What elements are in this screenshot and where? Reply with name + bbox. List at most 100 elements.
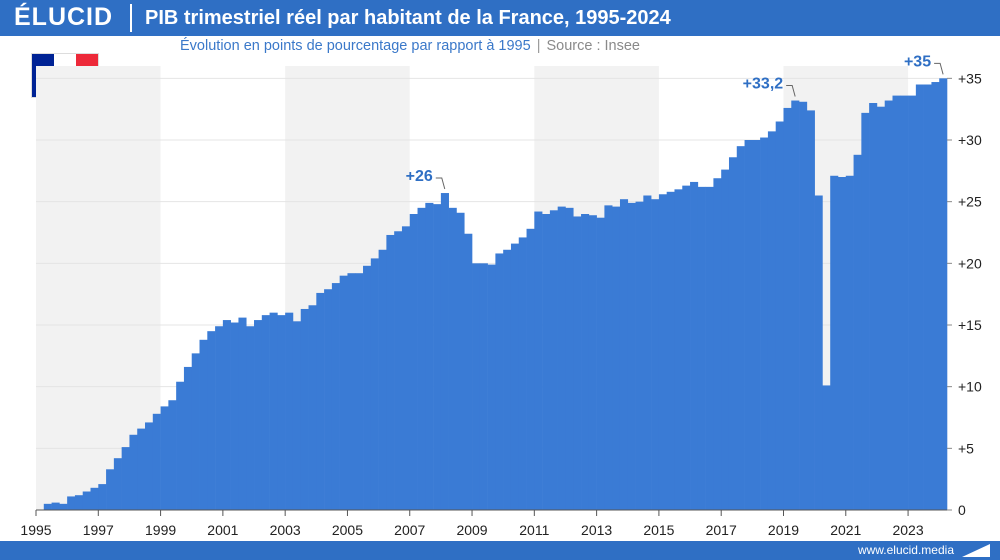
x-tick-label: 2013 — [581, 522, 612, 538]
bar — [627, 202, 636, 510]
x-tick-label: 2023 — [892, 522, 923, 538]
bar — [394, 231, 403, 510]
bar — [230, 322, 239, 510]
bar — [129, 434, 138, 510]
label-leader-line — [435, 177, 446, 190]
bar — [59, 503, 68, 510]
bar — [861, 112, 870, 510]
bar — [472, 263, 481, 510]
bar — [526, 228, 535, 511]
bar — [448, 207, 457, 511]
bar — [721, 169, 730, 510]
bar — [254, 320, 263, 510]
bar — [207, 331, 216, 510]
x-tick-label: 2021 — [830, 522, 861, 538]
bar — [90, 487, 99, 510]
bar — [316, 292, 325, 510]
x-tick-label: 2015 — [643, 522, 674, 538]
label-leader-line — [786, 85, 796, 97]
bar — [191, 353, 200, 510]
bar — [417, 207, 426, 511]
bar — [908, 95, 917, 510]
bar — [67, 496, 76, 510]
y-tick-label: +30 — [958, 132, 982, 148]
bar — [456, 212, 465, 510]
bar — [814, 195, 823, 510]
bar — [690, 181, 699, 510]
bar — [869, 103, 878, 510]
subtitle-separator: | — [536, 38, 541, 54]
bar — [355, 273, 364, 510]
x-tick-label: 1995 — [20, 522, 51, 538]
x-tick-label: 2009 — [456, 522, 487, 538]
bar — [137, 428, 146, 510]
bar — [292, 321, 302, 510]
bar — [106, 469, 115, 510]
bar — [370, 258, 379, 510]
bar — [152, 413, 161, 510]
bar — [433, 204, 442, 510]
bar — [588, 215, 597, 510]
bar — [923, 84, 932, 510]
footer-url[interactable]: www.elucid.media — [857, 543, 954, 557]
bar — [269, 312, 278, 510]
x-tick-label: 1999 — [145, 522, 176, 538]
bar — [581, 214, 590, 510]
bar — [713, 178, 722, 510]
bar — [799, 101, 808, 511]
data-label: +35 — [904, 53, 931, 70]
bar — [145, 422, 154, 510]
bar — [74, 495, 84, 510]
bar — [308, 305, 317, 510]
bar — [939, 78, 948, 510]
bar — [464, 233, 473, 510]
bar — [697, 186, 706, 510]
x-tick-label: 2003 — [270, 522, 301, 538]
bar — [783, 107, 792, 510]
bar — [425, 202, 434, 510]
bar — [222, 320, 231, 510]
bar — [658, 194, 667, 510]
bar — [635, 201, 644, 510]
bar — [557, 206, 566, 510]
bar — [487, 264, 496, 510]
bar — [666, 191, 675, 511]
bar — [43, 503, 52, 510]
bar — [612, 206, 621, 510]
bar — [199, 339, 208, 510]
bar — [884, 100, 893, 511]
bar — [285, 312, 294, 510]
bar — [386, 234, 395, 510]
x-tick-label: 2005 — [332, 522, 363, 538]
bar — [682, 185, 691, 510]
bar — [845, 175, 854, 510]
y-tick-label: +15 — [958, 317, 982, 333]
bar — [331, 283, 340, 510]
bar — [495, 253, 504, 510]
bar — [596, 217, 605, 510]
y-tick-label: +5 — [958, 440, 974, 456]
x-tick-label: 2019 — [768, 522, 799, 538]
bar — [176, 381, 185, 510]
bar — [900, 95, 909, 510]
bar — [510, 243, 520, 510]
bar-chart: 0 +5 +10 +15 +20 +25 +30 +35 1995 1997 1999 2001 200… — [20, 53, 982, 538]
x-tick-label: 1997 — [83, 522, 114, 538]
brand-logo[interactable]: ÉLUCID — [14, 3, 114, 31]
bar — [51, 502, 60, 510]
brand-divider — [130, 4, 132, 32]
bar — [775, 121, 784, 510]
bar — [168, 400, 177, 510]
bar — [744, 140, 753, 510]
bar — [837, 177, 847, 510]
logo-mark-icon — [962, 544, 990, 557]
bar — [752, 140, 761, 510]
bar — [518, 237, 527, 510]
bar — [409, 214, 418, 510]
bar — [674, 189, 683, 511]
bar — [98, 484, 107, 510]
bar — [347, 273, 356, 510]
bar — [830, 175, 839, 510]
bar — [238, 317, 247, 510]
bar — [534, 211, 543, 511]
